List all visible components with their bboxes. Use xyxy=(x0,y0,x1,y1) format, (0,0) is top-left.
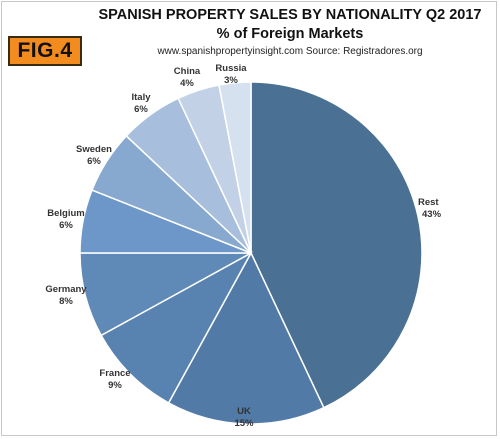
slice-value-sweden: 6% xyxy=(87,156,101,167)
slice-value-uk: 15% xyxy=(234,418,254,429)
pie-slice-russia xyxy=(218,81,252,254)
pie-slices xyxy=(79,81,423,425)
slice-label-russia: Russia xyxy=(215,63,247,74)
figure-badge: FIG.4 xyxy=(8,36,82,66)
slice-label-italy: Italy xyxy=(131,92,151,103)
slice-value-italy: 6% xyxy=(134,104,148,115)
slice-value-germany: 8% xyxy=(59,296,73,307)
chart-title: SPANISH PROPERTY SALES BY NATIONALITY Q2… xyxy=(98,7,482,23)
slice-value-russia: 3% xyxy=(224,75,238,86)
slice-label-china: China xyxy=(174,66,201,77)
pie-slice-france xyxy=(100,251,253,404)
pie-slice-uk xyxy=(167,251,325,425)
slice-value-belgium: 6% xyxy=(59,220,73,231)
pie-labels: Rest43%UK15%France9%Germany8%Belgium6%Sw… xyxy=(45,63,441,429)
chart-source: www.spanishpropertyinsight.com Source: R… xyxy=(157,46,423,57)
slice-label-belgium: Belgium xyxy=(47,208,84,219)
slice-label-sweden: Sweden xyxy=(76,144,112,155)
slice-label-rest: Rest xyxy=(418,197,439,208)
slice-label-france: France xyxy=(99,368,130,379)
slice-value-france: 9% xyxy=(108,380,122,391)
slice-value-china: 4% xyxy=(180,78,194,89)
slice-label-germany: Germany xyxy=(45,284,87,295)
chart-subtitle: % of Foreign Markets xyxy=(216,26,364,42)
slice-value-rest: 43% xyxy=(422,209,442,220)
slice-label-uk: UK xyxy=(237,406,251,417)
pie-slice-rest xyxy=(250,81,423,409)
